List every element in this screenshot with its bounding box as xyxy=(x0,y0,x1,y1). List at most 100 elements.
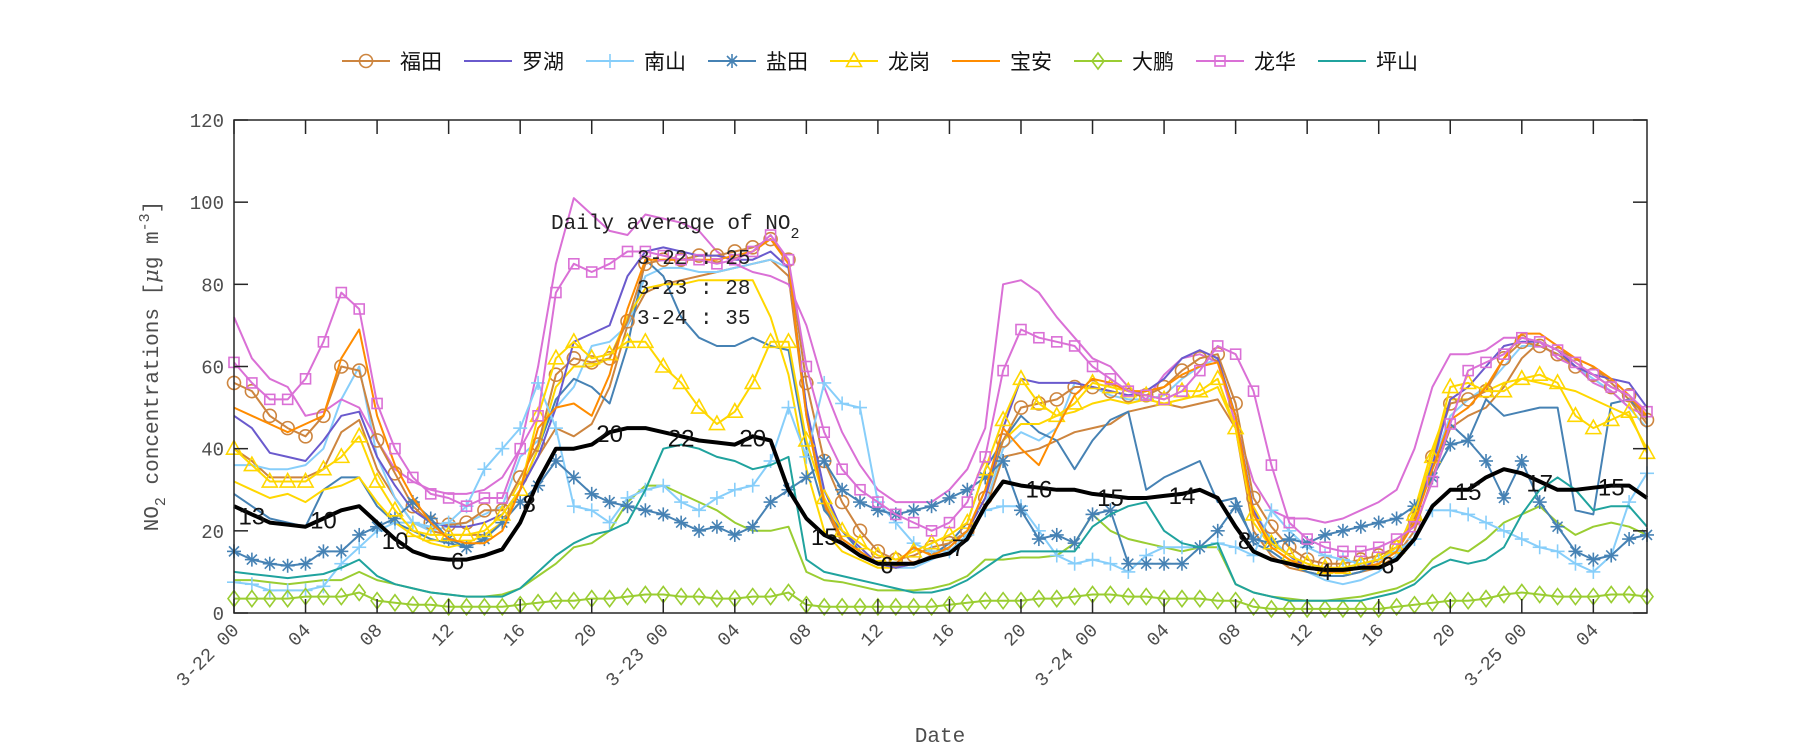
square-marker xyxy=(1211,340,1224,352)
triangle-marker xyxy=(1047,406,1066,423)
x-tick-label: 04 xyxy=(284,620,316,652)
average-value-label: 20 xyxy=(739,425,766,452)
circle-marker xyxy=(763,231,778,247)
circle-marker xyxy=(316,408,331,424)
circle-marker xyxy=(1228,396,1243,411)
circle-marker xyxy=(1049,392,1065,407)
legend-item: 坪山 xyxy=(1316,46,1418,76)
legend-swatch xyxy=(830,51,878,68)
square-marker xyxy=(1122,385,1135,397)
square-marker xyxy=(442,492,455,504)
plus-icon xyxy=(603,54,617,68)
triangle-marker xyxy=(350,426,369,443)
diamond-marker xyxy=(996,591,1011,611)
circle-icon xyxy=(358,53,374,69)
diamond-marker xyxy=(1049,589,1064,608)
asterisk-marker xyxy=(942,490,957,505)
series-unlabeled-9 xyxy=(233,258,1648,577)
triangle-marker xyxy=(994,410,1012,427)
diamond-marker xyxy=(692,587,707,606)
x-tick-label: 20 xyxy=(1429,620,1461,652)
triangle-marker xyxy=(421,525,440,542)
asterisk-marker xyxy=(1246,532,1261,547)
square-marker xyxy=(764,229,777,241)
asterisk-marker xyxy=(835,482,850,497)
square-marker xyxy=(1623,389,1635,402)
diamond-marker xyxy=(495,597,510,617)
plus-marker xyxy=(352,540,367,555)
asterisk-marker xyxy=(1228,499,1243,514)
legend-item: 盐田 xyxy=(706,46,808,76)
asterisk-marker xyxy=(1318,527,1333,542)
circle-marker xyxy=(262,408,278,424)
plus-marker xyxy=(1103,556,1118,571)
average-value-label: 6 xyxy=(451,549,464,576)
square-marker xyxy=(943,516,956,529)
triangle-marker xyxy=(564,332,583,349)
legend-swatch xyxy=(586,54,634,68)
triangle-marker xyxy=(1602,410,1621,427)
plus-marker xyxy=(477,462,492,477)
triangle-marker xyxy=(314,459,333,476)
diamond-marker xyxy=(1335,599,1350,619)
triangle-marker xyxy=(278,471,297,488)
square-marker xyxy=(603,257,616,270)
plus-marker xyxy=(1228,540,1243,555)
asterisk-marker xyxy=(1496,490,1511,505)
x-tick-label: 12 xyxy=(1286,620,1318,652)
plus-marker xyxy=(1532,540,1547,555)
plus-marker xyxy=(1157,540,1172,555)
triangle-marker xyxy=(332,447,351,464)
y-tick-label: 20 xyxy=(201,522,224,544)
square-marker xyxy=(1140,389,1152,402)
x-tick-label: 3-24 00 xyxy=(1031,620,1103,692)
diamond-marker xyxy=(262,589,277,608)
asterisk-marker xyxy=(280,558,295,573)
plus-marker xyxy=(1085,552,1100,567)
triangle-marker xyxy=(654,356,673,373)
circle-marker xyxy=(548,367,564,383)
legend-item: 宝安 xyxy=(950,46,1052,76)
square-marker xyxy=(550,286,562,299)
triangle-marker xyxy=(1548,373,1567,390)
square-marker xyxy=(1355,545,1367,558)
triangle-marker xyxy=(1566,406,1585,423)
asterisk-marker xyxy=(1174,556,1189,571)
legend-label: 南山 xyxy=(644,50,686,74)
circle-marker xyxy=(298,429,313,444)
triangle-marker xyxy=(386,500,404,517)
triangle-marker xyxy=(582,348,601,365)
square-marker xyxy=(836,463,848,476)
triangle-marker xyxy=(690,397,708,414)
square-marker xyxy=(1337,545,1349,558)
annotation-line-2: 3-23 : 28 xyxy=(637,278,750,301)
plus-marker xyxy=(727,482,742,497)
square-marker xyxy=(1104,373,1117,385)
square-marker xyxy=(1033,331,1045,344)
asterisk-marker xyxy=(1479,453,1494,468)
plus-marker xyxy=(1496,523,1511,538)
plus-marker xyxy=(996,499,1011,514)
square-marker xyxy=(907,516,920,529)
y-tick-label: 100 xyxy=(190,193,224,215)
asterisk-marker xyxy=(1586,552,1601,567)
square-marker xyxy=(1480,356,1492,369)
asterisk-marker xyxy=(638,503,653,518)
circle-marker xyxy=(1621,387,1637,403)
diamond-marker xyxy=(602,589,617,608)
square-marker xyxy=(1515,331,1528,344)
asterisk-marker xyxy=(1622,532,1637,547)
diamond-marker xyxy=(853,597,868,617)
triangle-marker xyxy=(1244,504,1263,521)
legend-item: 大鹏 xyxy=(1072,46,1174,76)
asterisk-marker xyxy=(1031,532,1046,547)
asterisk-marker xyxy=(709,519,724,534)
asterisk-marker xyxy=(298,556,313,571)
diamond-marker xyxy=(620,587,635,606)
diamond-marker xyxy=(638,585,653,604)
average-value-label: 20 xyxy=(596,421,623,448)
circle-marker xyxy=(1586,367,1601,383)
asterisk-marker xyxy=(674,515,689,530)
square-marker xyxy=(1050,336,1063,348)
